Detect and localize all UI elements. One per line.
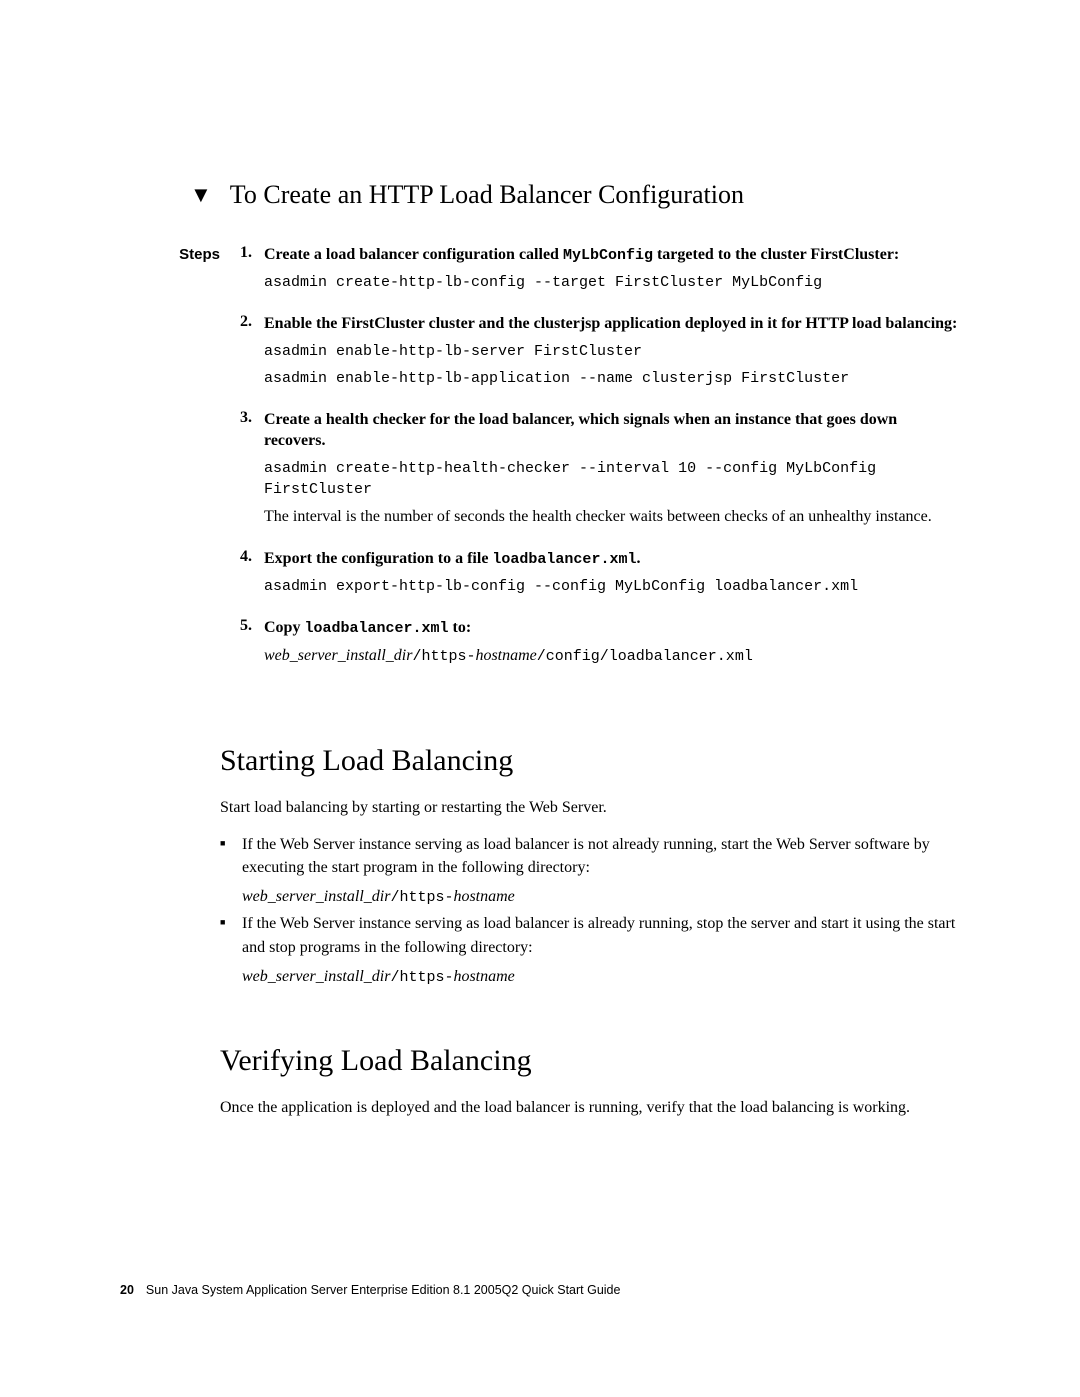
path-segment-mono: /https- xyxy=(412,648,475,665)
step-head-text: Create a load balancer configuration cal… xyxy=(264,246,563,263)
steps-label: Steps xyxy=(120,244,240,263)
section-title: Verifying Load Balancing xyxy=(220,1044,960,1078)
step-heading: Create a load balancer configuration cal… xyxy=(264,244,960,266)
path-segment-mono: /https- xyxy=(390,969,453,986)
code-block: asadmin create-http-lb-config --target F… xyxy=(264,272,960,293)
step-item: Copy loadbalancer.xml to: web_server_ins… xyxy=(240,617,960,667)
document-page: ▼ To Create an HTTP Load Balancer Config… xyxy=(0,0,1080,1397)
path-segment-italic: web_server_install_dir xyxy=(242,968,390,985)
step-body-text: The interval is the number of seconds th… xyxy=(264,506,960,528)
inline-code: loadbalancer.xml xyxy=(304,620,448,637)
path-segment-italic: web_server_install_dir xyxy=(242,888,390,905)
file-path: web_server_install_dir/https-hostname xyxy=(242,965,960,988)
code-block: asadmin enable-http-lb-application --nam… xyxy=(264,368,960,389)
step-item: Export the configuration to a file loadb… xyxy=(240,548,960,597)
path-segment-italic: hostname xyxy=(453,888,514,905)
paragraph: Once the application is deployed and the… xyxy=(220,1096,960,1119)
code-block: asadmin enable-http-lb-server FirstClust… xyxy=(264,341,960,362)
bullet-list: If the Web Server instance serving as lo… xyxy=(220,833,960,988)
footer-text: Sun Java System Application Server Enter… xyxy=(146,1283,621,1297)
steps-list: Create a load balancer configuration cal… xyxy=(240,244,960,668)
step-head-text: to: xyxy=(448,619,471,636)
paragraph: Start load balancing by starting or rest… xyxy=(220,796,960,819)
section-title: Starting Load Balancing xyxy=(220,744,960,778)
file-path: web_server_install_dir/https-hostname xyxy=(242,885,960,908)
path-segment-italic: hostname xyxy=(475,647,536,664)
section-header-row: ▼ To Create an HTTP Load Balancer Config… xyxy=(190,180,960,210)
step-item: Create a health checker for the load bal… xyxy=(240,409,960,529)
bullet-item: If the Web Server instance serving as lo… xyxy=(220,833,960,909)
step-heading: Export the configuration to a file loadb… xyxy=(264,548,960,570)
bullet-text: If the Web Server instance serving as lo… xyxy=(242,912,960,958)
step-item: Enable the FirstCluster cluster and the … xyxy=(240,313,960,389)
triangle-down-icon: ▼ xyxy=(190,184,212,206)
bullet-item: If the Web Server instance serving as lo… xyxy=(220,912,960,988)
code-block: asadmin export-http-lb-config --config M… xyxy=(264,576,960,597)
inline-code: MyLbConfig xyxy=(563,247,653,264)
page-number: 20 xyxy=(120,1283,134,1297)
code-block: asadmin create-http-health-checker --int… xyxy=(264,458,960,500)
file-path: web_server_install_dir/https-hostname/co… xyxy=(264,645,960,667)
path-segment-mono: /config/loadbalancer.xml xyxy=(537,648,753,665)
step-head-text: Copy xyxy=(264,619,304,636)
step-head-text: . xyxy=(636,550,640,567)
steps-block: Steps Create a load balancer configurati… xyxy=(120,244,960,688)
step-heading: Create a health checker for the load bal… xyxy=(264,409,960,452)
inline-code: loadbalancer.xml xyxy=(492,551,636,568)
steps-body: Create a load balancer configuration cal… xyxy=(240,244,960,688)
path-segment-italic: web_server_install_dir xyxy=(264,647,412,664)
page-footer: 20 Sun Java System Application Server Ent… xyxy=(120,1283,620,1297)
step-heading: Enable the FirstCluster cluster and the … xyxy=(264,313,960,335)
step-item: Create a load balancer configuration cal… xyxy=(240,244,960,293)
step-head-text: targeted to the cluster FirstCluster: xyxy=(653,246,899,263)
step-head-text: Export the configuration to a file xyxy=(264,550,492,567)
step-heading: Copy loadbalancer.xml to: xyxy=(264,617,960,639)
path-segment-italic: hostname xyxy=(453,968,514,985)
bullet-text: If the Web Server instance serving as lo… xyxy=(242,833,960,879)
path-segment-mono: /https- xyxy=(390,889,453,906)
section-title: To Create an HTTP Load Balancer Configur… xyxy=(230,180,744,210)
